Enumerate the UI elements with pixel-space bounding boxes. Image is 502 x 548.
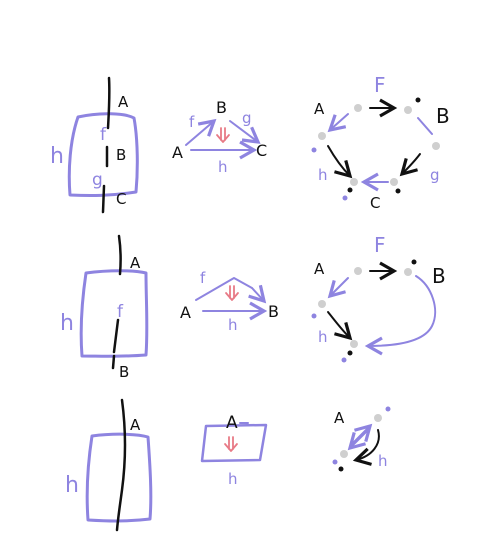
row1-triangle-label-g: g bbox=[242, 109, 252, 127]
row1-triangle-label-B: B bbox=[216, 98, 227, 117]
row1-network-label-F: F bbox=[374, 73, 386, 97]
row1-network-node-1 bbox=[354, 104, 362, 112]
row2-network-label-h: h bbox=[318, 328, 328, 346]
row3-network-arrow-up bbox=[351, 423, 373, 445]
row3-network-dot-1 bbox=[385, 406, 391, 412]
row2-network-arrow-A bbox=[327, 277, 349, 299]
row1-network-label-C: C bbox=[370, 194, 380, 212]
row3-strip-diagram: A h bbox=[65, 398, 153, 532]
row1-network-label-A: A bbox=[314, 100, 325, 118]
row1-triangle-arrow-g bbox=[229, 120, 261, 144]
row2-triangle-arrow-f bbox=[195, 277, 253, 301]
row1-strip-diagram: A f B g C h bbox=[50, 76, 139, 214]
row1-network-diagram: A F B C h g bbox=[311, 73, 450, 212]
row3-strip-wire bbox=[115, 398, 127, 532]
row3-square-diagram: A h bbox=[200, 413, 268, 488]
row3-square-label-h: h bbox=[228, 470, 238, 488]
row3-square-2cell-arrow bbox=[224, 436, 238, 452]
row1-strip-label-top: A bbox=[118, 93, 129, 111]
row1-network-label-B: B bbox=[436, 104, 450, 128]
row2-triangle-2cell-arrow bbox=[225, 285, 239, 301]
row1-network-link-B bbox=[417, 117, 433, 135]
row2-network-dot-1 bbox=[311, 313, 317, 319]
row2-strip-label-top: A bbox=[130, 254, 141, 272]
row2-strip-wire-bottom bbox=[111, 354, 116, 370]
row1-network-arrow-h bbox=[327, 145, 353, 179]
row3-network-node-1 bbox=[374, 414, 382, 422]
row2-strip-label-bottom: B bbox=[119, 363, 129, 381]
row3-network-dot-2 bbox=[332, 459, 338, 465]
row3-square-label-A: A bbox=[226, 413, 238, 433]
row1-network-dot-4 bbox=[347, 187, 353, 193]
row3-network-arrow-h bbox=[352, 429, 380, 466]
row3-network-arrow-down bbox=[347, 429, 369, 451]
row2-network-label-F: F bbox=[374, 233, 386, 257]
row2-strip-label-f: f bbox=[117, 302, 124, 322]
row1-strip-label-g: g bbox=[92, 170, 103, 190]
row1-strip-label-f: f bbox=[100, 125, 107, 145]
row3-network-label-h: h bbox=[378, 452, 388, 470]
row1-triangle-2cell-arrow bbox=[216, 127, 230, 143]
row1-network-dot-1 bbox=[311, 147, 317, 153]
row1-strip-wire-top bbox=[106, 76, 111, 130]
row1-strip-box bbox=[67, 112, 139, 198]
row1-network-label-g: g bbox=[430, 166, 440, 184]
row1-network-dot-5 bbox=[395, 188, 401, 194]
row2-strip-wire-top bbox=[117, 234, 122, 276]
row1-triangle-label-h: h bbox=[218, 158, 228, 176]
row3-network-node-2 bbox=[340, 450, 348, 458]
row2-strip-box bbox=[79, 269, 149, 358]
row1-strip-wire-bottom bbox=[101, 184, 106, 214]
row2-strip-diagram: A f B h bbox=[60, 234, 149, 381]
row3-square-box bbox=[200, 423, 268, 463]
row3-strip-label-h: h bbox=[65, 473, 79, 498]
row2-network-dot-2 bbox=[411, 259, 417, 265]
row3-strip-label-top: A bbox=[130, 416, 141, 434]
row2-network-arc bbox=[364, 275, 437, 356]
row3-strip-box bbox=[85, 432, 153, 523]
row1-network-arrow-g bbox=[399, 153, 421, 177]
row2-network-label-A: A bbox=[314, 260, 325, 278]
row3-network-label-A: A bbox=[334, 409, 345, 427]
row1-triangle-label-C: C bbox=[256, 141, 267, 160]
row1-triangle-label-A: A bbox=[172, 143, 183, 162]
row2-triangle-label-A: A bbox=[180, 303, 191, 322]
row2-triangle-diagram: A B f h bbox=[180, 269, 279, 334]
row1-network-node-2 bbox=[404, 106, 412, 114]
row2-network-node-3 bbox=[318, 300, 326, 308]
row2-strip-wire-inner bbox=[112, 318, 120, 354]
row2-network-label-B: B bbox=[432, 264, 446, 288]
row2-network-node-1 bbox=[354, 267, 362, 275]
row1-triangle-arrow-f bbox=[185, 118, 217, 146]
row3-network-diagram: A h bbox=[332, 406, 391, 472]
row2-network-arrow-h bbox=[327, 311, 353, 341]
row2-network-diagram: A F B h bbox=[311, 233, 446, 363]
row2-network-dot-3 bbox=[341, 357, 347, 363]
row1-triangle-label-f: f bbox=[189, 113, 195, 131]
row2-network-dot-4 bbox=[347, 350, 353, 356]
row2-strip-label-h: h bbox=[60, 311, 74, 336]
row3-network-dot-3 bbox=[338, 466, 344, 472]
row2-triangle-arrow-g bbox=[248, 284, 267, 304]
row1-network-node-3 bbox=[318, 132, 326, 140]
row1-network-node-5 bbox=[350, 178, 358, 186]
row1-network-node-4 bbox=[432, 142, 440, 150]
row1-network-arrow-A bbox=[327, 113, 349, 133]
row1-strip-label-bottom: C bbox=[116, 190, 126, 208]
row1-network-label-h: h bbox=[318, 166, 328, 184]
row1-network-node-6 bbox=[390, 178, 398, 186]
row2-network-node-4 bbox=[350, 340, 358, 348]
row2-network-node-2 bbox=[404, 268, 412, 276]
row1-strip-label-middle: B bbox=[116, 146, 126, 164]
row1-network-dot-2 bbox=[415, 97, 421, 103]
row2-triangle-label-h: h bbox=[228, 316, 238, 334]
row1-triangle-diagram: A B C f g h bbox=[172, 98, 267, 176]
row2-triangle-label-f: f bbox=[200, 269, 206, 287]
row2-triangle-label-B: B bbox=[268, 302, 279, 321]
row1-strip-label-h: h bbox=[50, 144, 64, 169]
row1-network-dot-3 bbox=[342, 195, 348, 201]
